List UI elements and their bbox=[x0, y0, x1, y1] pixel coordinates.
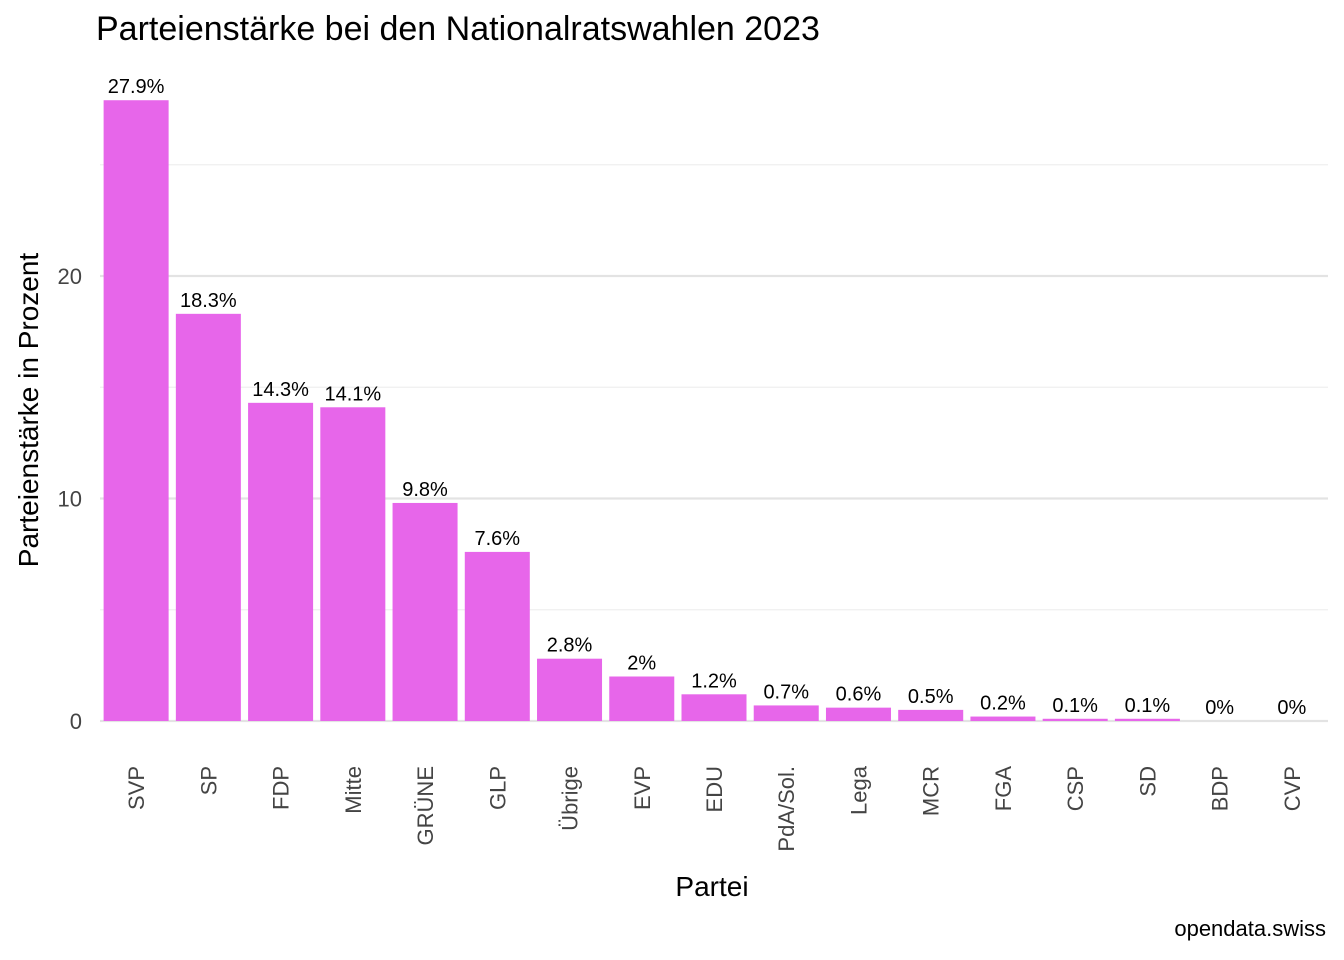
y-axis-title: Parteienstärke in Prozent bbox=[13, 253, 44, 568]
x-tick-label: CVP bbox=[1280, 766, 1305, 811]
data-label: 18.3% bbox=[180, 290, 237, 312]
bar-fdp bbox=[248, 402, 314, 721]
chart-title: Parteienstärke bei den Nationalratswahle… bbox=[96, 10, 820, 48]
data-label: 1.2% bbox=[691, 670, 737, 692]
x-tick-label: SD bbox=[1135, 766, 1160, 797]
data-label: 14.3% bbox=[252, 379, 309, 401]
bar-pda-sol- bbox=[753, 705, 819, 721]
bar-svp bbox=[103, 100, 169, 722]
x-tick-label: FGA bbox=[991, 766, 1016, 812]
data-label: 0.2% bbox=[980, 693, 1026, 715]
x-tick-label: FDP bbox=[269, 766, 294, 810]
y-tick-label: 20 bbox=[58, 264, 82, 289]
x-tick-label: EDU bbox=[702, 766, 727, 812]
data-label: 14.1% bbox=[324, 383, 381, 405]
x-tick-label: GLP bbox=[485, 766, 510, 810]
data-label: 0.5% bbox=[908, 686, 954, 708]
x-axis-ticks: SVP SP FDP Mitte GRÜNE GLP Übrige EVP EDU PdA/Sol… bbox=[124, 765, 1305, 851]
bar-evp bbox=[609, 676, 675, 721]
caption: opendata.swiss bbox=[1174, 916, 1326, 941]
x-tick-label: SP bbox=[196, 766, 221, 795]
data-label: 2% bbox=[627, 653, 656, 675]
x-tick-label: MCR bbox=[919, 766, 944, 816]
x-tick-label: Mitte bbox=[341, 766, 366, 814]
y-axis-ticks: 0 10 20 bbox=[58, 264, 82, 734]
bar-edu bbox=[681, 694, 747, 721]
data-labels: 27.9% 18.3% 14.3% 14.1% 9.8% 7.6% 2.8% 2% 1.2% 0.… bbox=[108, 76, 1307, 719]
data-label: 0.6% bbox=[836, 684, 882, 706]
bar-glp bbox=[464, 551, 530, 721]
x-tick-label: Lega bbox=[846, 765, 871, 815]
x-tick-label: EVP bbox=[630, 766, 655, 810]
data-label: 0% bbox=[1277, 697, 1306, 719]
data-label: 9.8% bbox=[402, 479, 448, 501]
data-label: 0.1% bbox=[1125, 695, 1171, 717]
bar-mitte bbox=[320, 407, 386, 721]
bar-mcr bbox=[898, 709, 964, 721]
bar-csp bbox=[1042, 718, 1108, 721]
bar-grüne bbox=[392, 502, 458, 721]
y-tick-label: 10 bbox=[58, 487, 82, 512]
bars bbox=[103, 100, 1180, 722]
x-axis-title: Partei bbox=[675, 871, 748, 902]
data-label: 7.6% bbox=[474, 528, 520, 550]
bar-fga bbox=[970, 716, 1036, 721]
x-tick-label: GRÜNE bbox=[413, 766, 438, 845]
bar-sp bbox=[175, 313, 241, 721]
data-label: 2.8% bbox=[547, 635, 593, 657]
x-tick-label: BDP bbox=[1208, 766, 1233, 811]
y-tick-label: 0 bbox=[70, 709, 82, 734]
data-label: 0.7% bbox=[763, 681, 809, 703]
bar-übrige bbox=[537, 658, 603, 721]
x-tick-label: CSP bbox=[1063, 766, 1088, 811]
data-label: 0% bbox=[1205, 697, 1234, 719]
bar-lega bbox=[825, 707, 891, 721]
x-tick-label: Übrige bbox=[558, 766, 583, 831]
bar-sd bbox=[1114, 718, 1180, 721]
x-tick-label: PdA/Sol. bbox=[774, 766, 799, 852]
data-label: 0.1% bbox=[1052, 695, 1098, 717]
data-label: 27.9% bbox=[108, 76, 165, 98]
x-tick-label: SVP bbox=[124, 766, 149, 810]
